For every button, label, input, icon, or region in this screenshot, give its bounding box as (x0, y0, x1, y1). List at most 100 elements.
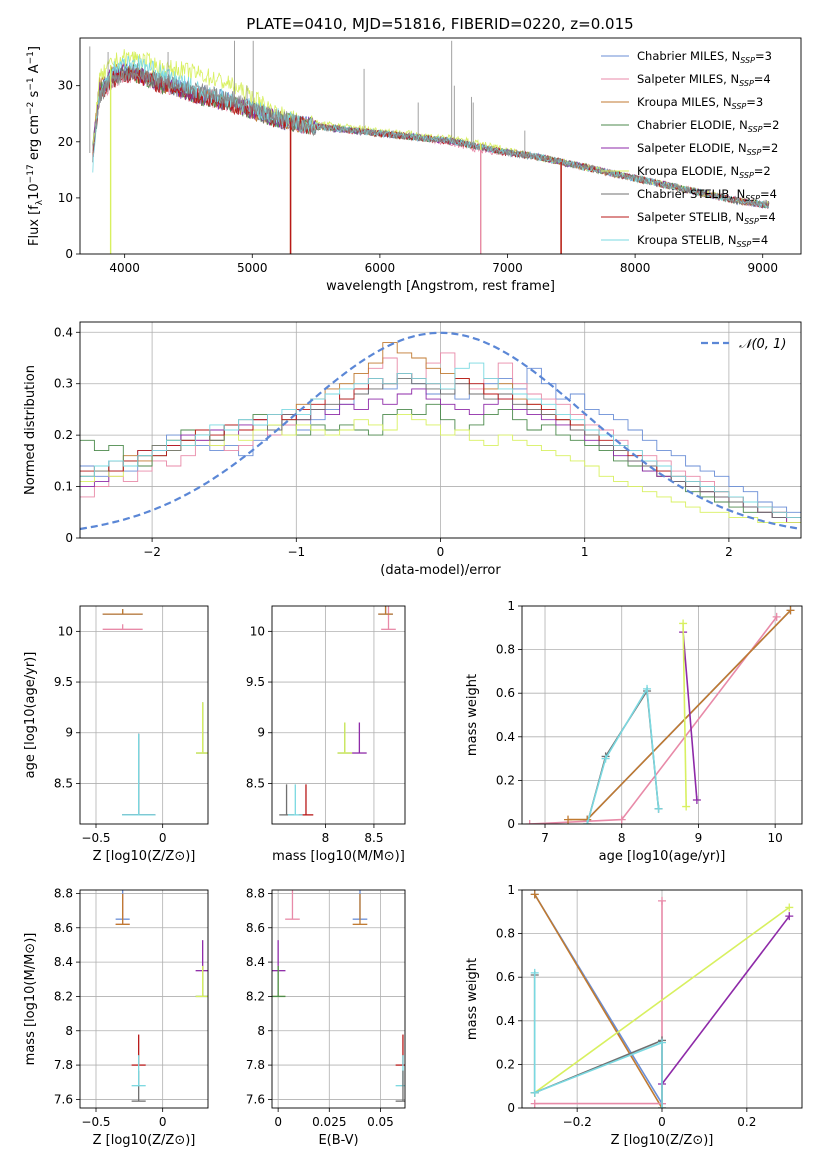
data-point-marker (658, 1038, 666, 1047)
weight-line (533, 972, 663, 1108)
x-axis-label: (data-model)/error (380, 563, 501, 578)
x-tick-label: 0 (658, 1115, 666, 1129)
plot-area-weight_vs_Z (530, 890, 794, 1108)
y-tick-label: 0.2 (496, 1057, 515, 1071)
y-tick-label: 0 (507, 1101, 515, 1115)
y-tick-label: 8 (65, 1024, 73, 1038)
panel-residual_hist: −2 −1 0 1 2 0 0.1 0.2 0.3 0.4 (data-model)/error No… (23, 321, 802, 578)
data-point-marker (601, 754, 610, 763)
y-tick-label: 8.6 (246, 921, 265, 935)
x-tick-label: 8000 (620, 261, 651, 275)
legend-label: Chabrier STELIB, NSSP=4 (637, 187, 777, 203)
y-tick-label: 8 (257, 1024, 265, 1038)
y-axis-label: mass weight (465, 958, 480, 1040)
plot-area-weight_vs_age (525, 606, 795, 824)
histogram-step-line (80, 362, 801, 518)
y-tick-label: 0.4 (496, 1014, 515, 1028)
x-axis-label: mass [log10(M/M⊙)] (272, 849, 405, 864)
x-tick-label: 9 (695, 831, 703, 845)
y-tick-label: 0.6 (496, 970, 515, 984)
x-axis-label: Z [log10(Z/Z⊙)] (93, 849, 196, 864)
y-tick-label: 1 (507, 599, 515, 613)
y-tick-label: 0.1 (54, 480, 73, 494)
plot-area-spectrum (89, 40, 770, 254)
figure-title: PLATE=0410, MJD=51816, FIBERID=0220, z=0… (246, 15, 633, 33)
x-tick-label: 0 (159, 831, 167, 845)
weight-line (529, 616, 778, 824)
y-tick-label: 0.4 (496, 730, 515, 744)
y-tick-label: 8.4 (246, 955, 265, 969)
panel-mass_vs_Z: −0.5 0 7.6 7.8 8 8.2 8.4 8.6 8.8 Z [log10(Z/Z⊙)] m… (23, 886, 209, 1148)
y-tick-label: 9 (65, 726, 73, 740)
panel-spectrum: 4000 5000 6000 7000 8000 9000 0 10 20 30 wavelengt… (26, 37, 802, 294)
axes-frame (79, 889, 209, 1109)
weight-line (534, 906, 790, 1094)
axes-frame (79, 321, 802, 539)
data-point-marker (530, 890, 539, 899)
y-axis-label: age [log10(age/yr)] (23, 652, 38, 779)
legend-label: Salpeter ELODIE, NSSP=2 (637, 141, 778, 157)
y-tick-label: 8.4 (54, 955, 73, 969)
data-point-marker (682, 802, 691, 811)
data-spectrum-line (92, 65, 770, 207)
y-tick-label: 0.2 (54, 428, 73, 442)
legend-label: Chabrier MILES, NSSP=3 (637, 49, 772, 65)
weight-line (533, 975, 663, 1108)
legend-label: Kroupa ELODIE, NSSP=2 (637, 164, 771, 180)
data-point-marker (658, 896, 666, 905)
x-tick-label: −2 (143, 545, 161, 559)
panel-weight_vs_age: 7 8 9 10 0 0.2 0.4 0.6 0.8 1 age [log10(age/yr)] ma… (465, 599, 803, 864)
data-point-marker (583, 820, 592, 824)
legend-label: 𝒩(0, 1) (739, 337, 786, 352)
y-tick-label: 10 (250, 624, 265, 638)
y-tick-label: 0.8 (496, 643, 515, 657)
y-tick-label: 0.6 (496, 686, 515, 700)
y-tick-label: 9.5 (54, 675, 73, 689)
axes-frame (79, 37, 802, 255)
y-tick-label: 7.6 (246, 1092, 265, 1106)
y-tick-label: 7.6 (54, 1092, 73, 1106)
panel-age_vs_Z: −0.5 0 8.5 9 9.5 10 Z [log10(Z/Z⊙)] age [log10(… (23, 605, 209, 864)
x-tick-label: −1 (287, 545, 305, 559)
x-tick-label: 2 (725, 545, 733, 559)
y-tick-label: 0.8 (496, 927, 515, 941)
x-tick-label: 0 (159, 1115, 167, 1129)
y-axis-label: mass weight (465, 674, 480, 756)
data-point-marker (679, 619, 688, 628)
x-tick-label: −0.5 (81, 1115, 110, 1129)
x-tick-label: 0 (274, 1115, 282, 1129)
data-point-marker (530, 968, 539, 977)
axes-frame (521, 889, 803, 1109)
x-axis-label: Z [log10(Z/Z⊙)] (93, 1133, 196, 1148)
x-tick-label: 1 (581, 545, 589, 559)
data-point-marker (658, 1104, 666, 1108)
data-point-marker (643, 684, 652, 693)
data-point-marker (525, 820, 534, 824)
x-tick-label: 0 (437, 545, 445, 559)
legend-label: Chabrier ELODIE, NSSP=2 (637, 118, 779, 134)
y-tick-label: 7.8 (54, 1058, 73, 1072)
y-axis-label: Flux [fλ10−17 erg cm−2 s−1 A−1] (26, 46, 45, 246)
y-tick-label: 9.5 (246, 675, 265, 689)
gaussian-curve (80, 331, 801, 531)
legend-label: Kroupa STELIB, NSSP=4 (637, 233, 768, 249)
y-tick-label: 8.5 (54, 776, 73, 790)
data-point-marker (785, 903, 794, 912)
y-tick-label: 0.3 (54, 377, 73, 391)
plot-area-residual_hist (80, 331, 801, 531)
y-tick-label: 8.2 (54, 989, 73, 1003)
axes-frame (271, 605, 406, 825)
x-tick-label: −0.5 (81, 831, 110, 845)
y-tick-label: 8.8 (54, 886, 73, 900)
x-tick-label: 4000 (109, 261, 140, 275)
y-tick-label: 30 (58, 79, 73, 93)
x-tick-label: 7000 (492, 261, 523, 275)
y-tick-label: 8.5 (246, 776, 265, 790)
legend-label: Salpeter MILES, NSSP=4 (637, 72, 771, 88)
x-tick-label: 5000 (237, 261, 268, 275)
data-point-marker (786, 606, 795, 615)
x-axis-label: E(B-V) (318, 1133, 358, 1148)
axes-frame (79, 605, 209, 825)
y-tick-label: 0 (65, 247, 73, 261)
legend-label: Salpeter STELIB, NSSP=4 (637, 210, 776, 226)
